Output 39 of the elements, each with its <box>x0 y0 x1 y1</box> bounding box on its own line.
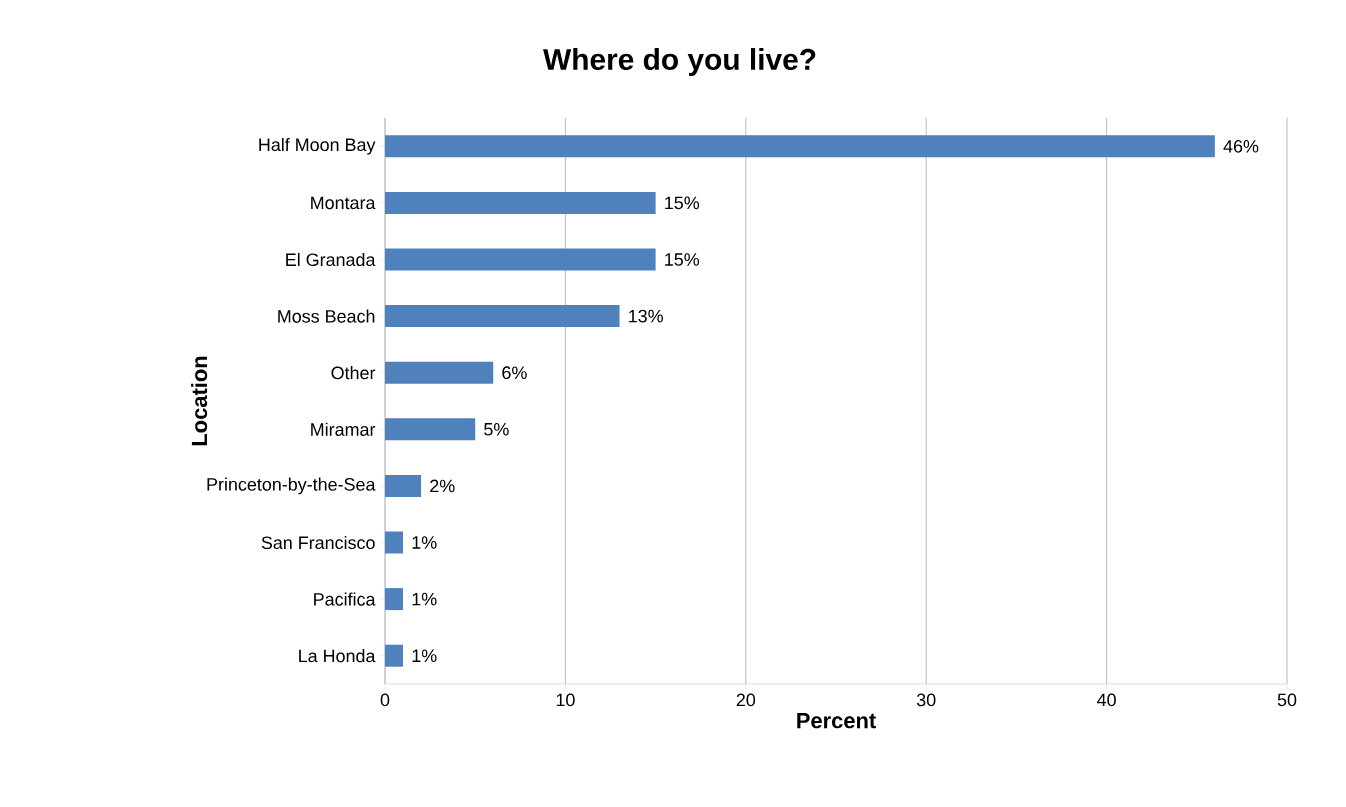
x-tick-label: 30 <box>916 693 936 707</box>
x-tick-label: 40 <box>1097 693 1116 707</box>
bar <box>385 361 494 384</box>
bar <box>385 531 404 554</box>
y-tick-label: Pacifica <box>314 592 376 606</box>
bar <box>385 305 620 328</box>
y-tick-label: Half Moon Bay <box>259 137 376 155</box>
bar <box>385 135 1215 158</box>
x-tick-label: 10 <box>556 693 575 707</box>
data-label: 1% <box>412 592 437 606</box>
data-label: 1% <box>412 536 437 549</box>
bar <box>385 474 422 497</box>
x-tick-label: 0 <box>380 693 390 707</box>
data-label: 6% <box>502 366 527 380</box>
x-tick-label: 50 <box>1277 693 1297 707</box>
data-label: 1% <box>412 649 437 662</box>
data-label: 2% <box>430 479 455 493</box>
y-tick-label: Other <box>331 366 376 380</box>
data-label: 15% <box>665 196 700 210</box>
x-tick-label: 20 <box>736 693 756 707</box>
data-label: 15% <box>665 253 700 266</box>
bar <box>385 644 404 667</box>
y-tick-label: El Granada <box>286 252 376 267</box>
data-label: 46% <box>1223 139 1259 153</box>
bar <box>385 418 476 441</box>
y-tick-label: Montara <box>311 196 376 210</box>
y-tick-label: Princeton-by-the-Sea <box>207 477 376 495</box>
chart-title: Where do you live? <box>543 48 816 76</box>
data-label: 13% <box>629 309 663 323</box>
bar <box>385 248 656 271</box>
y-axis-title: Location <box>191 356 208 446</box>
y-tick-label: La Honda <box>299 649 376 663</box>
y-tick-label: Moss Beach <box>278 309 375 323</box>
data-label: 5% <box>484 422 509 436</box>
y-tick-label: Miramar <box>311 422 376 436</box>
bar <box>385 588 404 611</box>
bar <box>385 191 656 214</box>
x-axis-title: Percent <box>797 713 876 729</box>
y-tick-label: San Francisco <box>261 535 375 550</box>
